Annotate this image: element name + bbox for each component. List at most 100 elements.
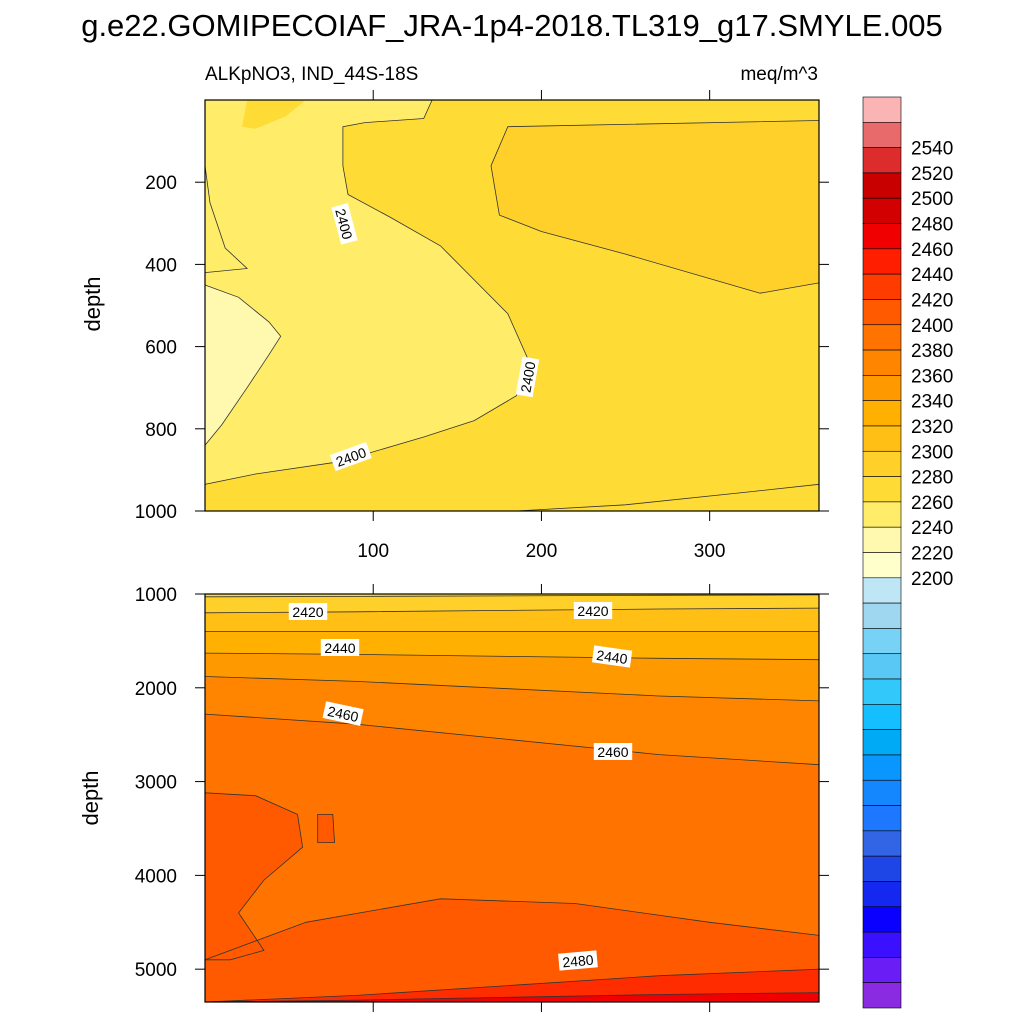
colorbar-swatch (862, 501, 902, 528)
svg-text:2420: 2420 (577, 603, 608, 619)
colorbar: 2540 2520 2500 2480 2460 2440 2420 2400 2380 2360… (862, 96, 953, 1009)
colorbar-swatch (862, 957, 902, 983)
lower-band-2470-west (204, 792, 304, 961)
lower-contour-label: 2460 (322, 701, 364, 726)
colorbar-tick-label: 2460 (911, 240, 953, 261)
y-tick-label: 1000 (135, 502, 177, 523)
colorbar-swatch (862, 729, 902, 756)
lower-contour-2480 (204, 968, 820, 1003)
lower-contour-lines (204, 594, 820, 1003)
y-tick-label: 600 (145, 338, 177, 359)
lower-contour-labels: 2420 2420 2440 2440 2460 2460 2480 (288, 602, 633, 971)
colorbar-tick-label: 2240 (911, 518, 953, 539)
colorbar-swatch (862, 982, 902, 1009)
colorbar-swatch (862, 754, 902, 781)
colorbar-swatch (862, 400, 902, 427)
y-tick-label: 800 (145, 420, 177, 441)
colorbar-tick-label: 2380 (911, 341, 953, 362)
lower-contour-label: 2480 (558, 950, 598, 971)
svg-text:2400: 2400 (517, 360, 538, 394)
colorbar-tick-label: 2440 (911, 265, 953, 286)
colorbar-tick-label: 2280 (911, 468, 953, 489)
svg-text:2460: 2460 (597, 744, 628, 760)
x-tick-label: 100 (357, 541, 389, 562)
colorbar-swatch (862, 197, 902, 224)
lower-contour-label: 2420 (288, 603, 328, 620)
svg-text:2440: 2440 (595, 647, 628, 667)
colorbar-swatch (862, 375, 902, 401)
upper-right-label: meq/m^3 (740, 64, 818, 85)
colorbar-swatch (862, 425, 902, 452)
colorbar-tick-label: 2540 (911, 139, 953, 160)
colorbar-swatch (862, 349, 902, 376)
y-tick-label: 200 (145, 173, 177, 194)
upper-deep-band (516, 484, 819, 511)
y-tick-label: 2000 (135, 679, 177, 700)
lower-axes: 1000 2000 3000 4000 5000 (135, 584, 829, 1012)
colorbar-tick-label: 2500 (911, 189, 953, 210)
colorbar-swatch (862, 273, 902, 300)
figure-title: g.e22.GOMIPECOIAF_JRA-1p4-2018.TL319_g17… (81, 8, 943, 43)
upper-panel: ALKpNO3, IND_44S-18S meq/m^3 depth 2400 2… (80, 64, 829, 562)
y-tick-label: 3000 (135, 773, 177, 794)
colorbar-swatch (862, 324, 902, 351)
colorbar-tick-label: 2200 (911, 569, 953, 590)
y-tick-label: 1000 (135, 585, 177, 606)
colorbar-swatch (862, 678, 902, 705)
colorbar-tick-label: 2320 (911, 417, 953, 438)
colorbar-swatch (862, 450, 902, 477)
colorbar-tick-label: 2480 (911, 215, 953, 236)
colorbar-swatch (862, 628, 902, 655)
lower-band-2470-small (317, 814, 335, 843)
colorbar-swatch (862, 577, 902, 604)
colorbar-swatch (862, 653, 902, 680)
lower-contour-label: 2440 (320, 639, 360, 656)
plot-frame (204, 99, 820, 512)
colorbar-swatch (862, 526, 902, 553)
lower-panel: depth 2420 2420 2440 2440 2460 2460 2480 1000 2… (78, 584, 829, 1012)
upper-contour-2410 (490, 120, 820, 294)
lower-contour-2470 (204, 898, 820, 961)
colorbar-swatch (862, 172, 902, 199)
upper-surface-patch (242, 100, 306, 129)
colorbar-tick-label: 2400 (911, 316, 953, 337)
lower-contour-2490 (204, 992, 820, 1003)
upper-surface-patch-2 (406, 100, 424, 109)
lower-contour-label: 2460 (593, 743, 633, 760)
lower-contour-2450 (204, 676, 820, 702)
svg-text:2480: 2480 (562, 952, 595, 971)
x-tick-label: 300 (694, 541, 726, 562)
lower-contour-label: 2440 (591, 645, 633, 668)
colorbar-tick-label: 2520 (911, 164, 953, 185)
upper-contour-2380 (204, 284, 282, 446)
upper-contour-label: 2400 (515, 356, 540, 398)
colorbar-tick-label: 2340 (911, 392, 953, 413)
colorbar-swatch (862, 223, 902, 250)
colorbar-swatch (862, 248, 902, 275)
svg-text:2460: 2460 (326, 703, 360, 725)
upper-left-label: ALKpNO3, IND_44S-18S (205, 64, 418, 85)
colorbar-swatch (862, 476, 902, 503)
x-tick-label: 200 (526, 541, 558, 562)
colorbar-swatch (862, 830, 902, 857)
colorbar-swatch (862, 931, 902, 958)
plot-frame (204, 593, 820, 1003)
colorbar-tick-label: 2420 (911, 290, 953, 311)
colorbar-tick-label: 2260 (911, 493, 953, 514)
colorbar-swatch (862, 704, 902, 730)
svg-text:2400: 2400 (332, 207, 356, 241)
colorbar-swatch (862, 881, 902, 908)
colorbar-tick-label: 2220 (911, 544, 953, 565)
upper-contour-deep (516, 483, 820, 512)
lower-contour-2460 (204, 713, 820, 766)
lower-contour-2410 (204, 594, 820, 598)
colorbar-swatch (862, 602, 902, 629)
colorbar-swatch (862, 552, 902, 579)
colorbar-swatch (862, 855, 902, 882)
colorbar-tick-label: 2300 (911, 442, 953, 463)
colorbar-swatch (862, 96, 902, 123)
upper-y-axis-label: depth (80, 276, 105, 331)
upper-contour-lines (204, 99, 820, 512)
lower-contour-label: 2420 (573, 602, 613, 619)
